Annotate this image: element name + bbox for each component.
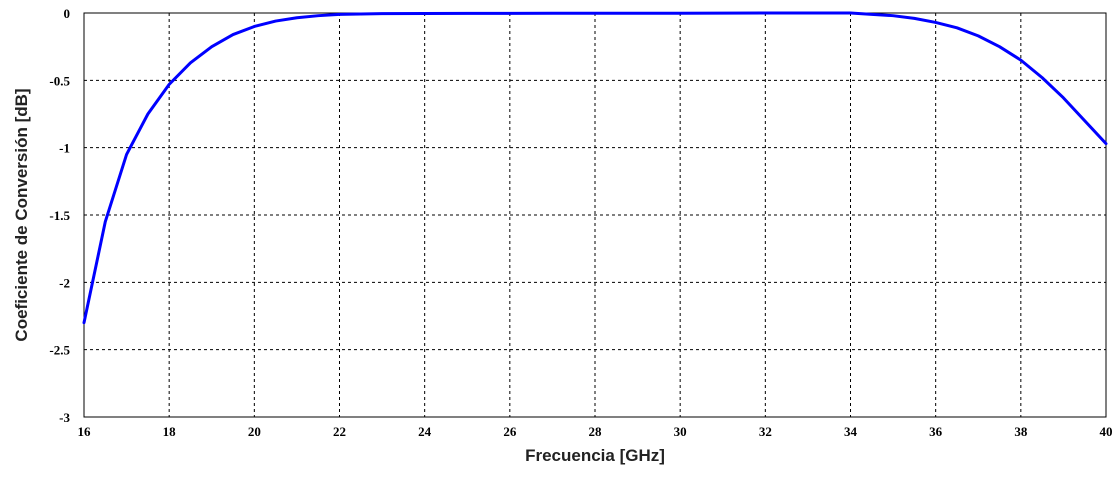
y-axis-ticks: 0 -0.5 -1 -1.5 -2 -2.5 -3 — [49, 6, 70, 425]
y-axis-label: Coeficiente de Conversión [dB] — [12, 88, 31, 341]
x-tick-label: 22 — [333, 424, 346, 439]
y-tick-label: 0 — [64, 6, 71, 21]
x-tick-label: 20 — [248, 424, 261, 439]
x-axis-ticks: 16 18 20 22 24 26 28 30 32 34 36 38 40 — [78, 424, 1113, 439]
series-layer — [82, 11, 1108, 325]
y-tick-label: -1 — [59, 141, 70, 156]
y-tick-label: -2 — [59, 275, 70, 290]
x-tick-label: 24 — [418, 424, 432, 439]
x-tick-label: 34 — [844, 424, 858, 439]
y-tick-label: -2.5 — [49, 343, 70, 358]
x-tick-label: 40 — [1100, 424, 1113, 439]
x-tick-label: 36 — [929, 424, 943, 439]
x-axis-label: Frecuencia [GHz] — [525, 446, 665, 465]
y-tick-label: -3 — [59, 410, 70, 425]
x-tick-label: 16 — [78, 424, 92, 439]
series-line — [82, 11, 1108, 325]
x-tick-label: 18 — [163, 424, 177, 439]
x-tick-label: 32 — [759, 424, 772, 439]
y-tick-label: -0.5 — [49, 73, 70, 88]
x-tick-label: 30 — [674, 424, 687, 439]
x-tick-label: 26 — [503, 424, 517, 439]
x-tick-label: 38 — [1014, 424, 1028, 439]
y-tick-label: -1.5 — [49, 208, 70, 223]
grid — [84, 13, 1106, 417]
x-tick-label: 28 — [589, 424, 603, 439]
